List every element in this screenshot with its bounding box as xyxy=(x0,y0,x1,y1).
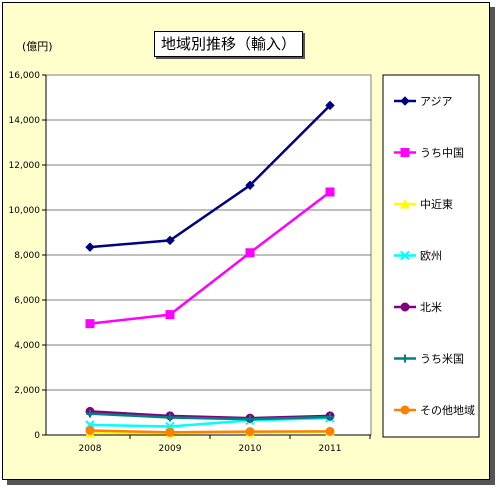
series-1 xyxy=(85,100,335,252)
x-tick-label: 2009 xyxy=(159,444,182,454)
y-tick-label: 0 xyxy=(34,431,40,441)
data-point xyxy=(325,426,335,436)
x-tick-label: 2010 xyxy=(239,444,262,454)
y-tick-label: 12,000 xyxy=(9,161,41,171)
series-line xyxy=(89,429,331,434)
series-line xyxy=(89,412,331,421)
data-point xyxy=(85,426,95,435)
data-point xyxy=(325,100,335,111)
data-point xyxy=(325,187,335,197)
data-point xyxy=(85,242,95,252)
data-point xyxy=(166,413,174,422)
legend-item: アジア xyxy=(394,95,453,108)
series-7 xyxy=(85,426,335,437)
legend-marker xyxy=(400,148,410,157)
y-tick-label: 14,000 xyxy=(9,116,41,126)
legend-marker xyxy=(400,96,410,106)
y-axis-unit-label: (億円) xyxy=(22,40,53,53)
legend-marker xyxy=(401,354,409,363)
x-tick-label: 2011 xyxy=(319,444,342,454)
legend-item: その他地域 xyxy=(394,404,475,417)
y-tick-label: 8,000 xyxy=(14,251,40,261)
data-point xyxy=(245,180,255,190)
y-tick-label: 6,000 xyxy=(14,296,40,306)
x-tick-label: 2008 xyxy=(79,444,102,454)
series-line xyxy=(89,191,331,325)
legend-label: その他地域 xyxy=(420,404,475,417)
series-6 xyxy=(86,409,334,424)
legend-label: 中近東 xyxy=(420,198,453,211)
legend-label: 欧州 xyxy=(420,250,442,263)
y-tick-label: 2,000 xyxy=(14,386,40,396)
data-point xyxy=(245,427,255,437)
legend-item: うち中国 xyxy=(394,147,464,160)
y-tick-label: 10,000 xyxy=(9,206,41,216)
series-line xyxy=(89,104,331,249)
legend-label: 北米 xyxy=(420,301,442,314)
legend-item: 北米 xyxy=(394,301,442,314)
data-point xyxy=(245,248,255,258)
legend-marker xyxy=(400,250,410,261)
data-point xyxy=(165,427,175,437)
legend-marker xyxy=(400,198,410,209)
chart-title: 地域別推移（輸入） xyxy=(154,31,304,57)
legend-item: 欧州 xyxy=(394,250,442,263)
series-2 xyxy=(85,187,335,329)
legend-label: アジア xyxy=(420,95,453,108)
legend-marker xyxy=(400,405,410,415)
data-point xyxy=(86,409,94,418)
legend-label: うち中国 xyxy=(420,147,464,160)
legend-marker xyxy=(400,302,410,312)
y-tick-label: 16,000 xyxy=(9,71,41,81)
legend-label: うち米国 xyxy=(420,353,464,366)
data-point xyxy=(165,235,175,246)
data-point xyxy=(326,413,334,421)
data-point xyxy=(246,415,254,424)
legend-item: 中近東 xyxy=(394,198,453,211)
y-tick-label: 4,000 xyxy=(14,341,40,351)
data-point xyxy=(85,319,95,329)
legend-item: うち米国 xyxy=(394,353,464,366)
data-point xyxy=(165,310,175,320)
